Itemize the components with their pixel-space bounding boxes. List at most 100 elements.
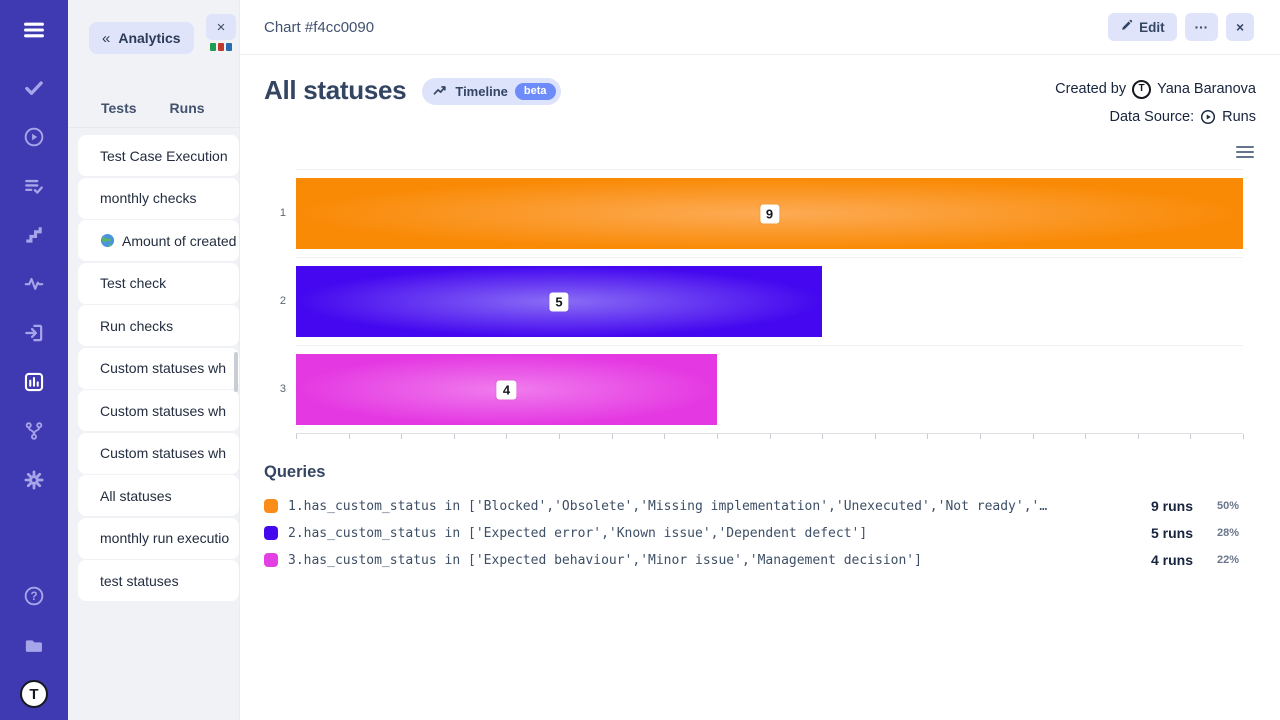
- chart-list-item[interactable]: All statuses: [78, 475, 239, 516]
- axis-tick: [1137, 434, 1139, 439]
- query-rows: 1.has_custom_status in ['Blocked','Obsol…: [264, 498, 1256, 568]
- close-chart-button[interactable]: ×: [1226, 13, 1254, 41]
- axis-tick: [453, 434, 455, 439]
- query-row: 1.has_custom_status in ['Blocked','Obsol…: [264, 498, 1256, 514]
- bar-segment[interactable]: 5: [296, 266, 823, 337]
- axis-tick: [979, 434, 981, 439]
- query-run-count: 4 runs: [1150, 552, 1193, 568]
- query-color-swatch: [264, 499, 278, 513]
- chart-topbar: Chart #f4cc0090 Edit ··· ×: [240, 0, 1280, 55]
- main-area: Chart #f4cc0090 Edit ··· × All statuses …: [240, 0, 1280, 720]
- menu-icon[interactable]: [20, 16, 48, 44]
- chart-list-item-label: All statuses: [100, 487, 172, 504]
- panel-tabs: Tests Runs: [68, 88, 239, 128]
- chart-list-item-label: Custom statuses wh: [100, 402, 227, 419]
- chart-list-item-label: Test Case Execution: [100, 147, 228, 164]
- chart-list-item[interactable]: Custom statuses wh: [78, 390, 239, 431]
- data-source-label: Data Source:: [1109, 109, 1195, 125]
- chart-tab-mini-chart-icon: [210, 43, 232, 51]
- sidebar-icon-group-bottom: ?: [20, 582, 48, 680]
- chart-list-item[interactable]: Test Case Execution: [78, 135, 239, 176]
- tests-icon[interactable]: [20, 74, 48, 102]
- chart-list-item[interactable]: test statuses: [78, 560, 239, 601]
- query-percent: 22%: [1216, 554, 1239, 566]
- bar-value-label: 5: [549, 292, 569, 311]
- axis-tick: [506, 434, 508, 439]
- chart-list-item[interactable]: monthly checks: [78, 177, 239, 219]
- axis-tick: [1190, 434, 1192, 439]
- tab-runs[interactable]: Runs: [169, 99, 205, 116]
- page-title: All statuses: [264, 75, 407, 105]
- chart-track: 9: [296, 169, 1243, 257]
- milestones-icon[interactable]: [20, 221, 48, 249]
- plans-icon[interactable]: [20, 172, 48, 200]
- projects-icon[interactable]: [20, 631, 48, 659]
- query-color-swatch: [264, 526, 278, 540]
- category-label: 1: [279, 207, 286, 219]
- query-row: 3.has_custom_status in ['Expected behavi…: [264, 552, 1256, 568]
- chart-meta: Created by T Yana Baranova Data Source: …: [1055, 75, 1256, 131]
- analytics-icon[interactable]: [20, 368, 48, 396]
- chart-list-item[interactable]: Custom statuses wh: [78, 432, 239, 474]
- panel-scrollbar[interactable]: [234, 352, 238, 392]
- axis-tick: [822, 434, 824, 439]
- pulse-icon[interactable]: [20, 270, 48, 298]
- chart-content: All statuses Timeline beta Created by T …: [240, 55, 1280, 720]
- chart-options-menu-icon[interactable]: [1236, 146, 1254, 158]
- axis-tick: [559, 434, 561, 439]
- bar-segment[interactable]: 4: [296, 354, 717, 425]
- analytics-back-label: Analytics: [118, 30, 181, 46]
- axis-tick: [927, 434, 929, 439]
- svg-text:?: ?: [30, 591, 37, 603]
- app-sidebar: ? T: [0, 0, 68, 720]
- chart-list-item-label: Amount of created: [122, 232, 237, 249]
- chart-list-item-label: monthly run executio: [100, 530, 230, 546]
- topbar-actions: Edit ··· ×: [1108, 13, 1254, 41]
- chart-list-item-label: Custom statuses wh: [100, 360, 227, 376]
- chart-id-title: Chart #f4cc0090: [264, 18, 375, 36]
- axis-tick: [769, 434, 771, 439]
- chart-head-row: All statuses Timeline beta Created by T …: [264, 75, 1256, 131]
- created-by-label: Created by: [1055, 81, 1127, 97]
- import-icon[interactable]: [20, 319, 48, 347]
- chart-list-item[interactable]: Custom statuses wh: [78, 347, 239, 389]
- timeline-toggle-button[interactable]: Timeline beta: [422, 78, 561, 105]
- chart-list-item[interactable]: Amount of created: [78, 220, 239, 261]
- creator-avatar: T: [1132, 79, 1152, 99]
- chart-tab-close-button[interactable]: ×: [206, 14, 236, 40]
- edit-button-label: Edit: [1139, 19, 1165, 35]
- analytics-panel: « Analytics × Tests Runs Test Case Execut…: [68, 0, 240, 720]
- x-axis: [296, 433, 1244, 443]
- chart-list-item[interactable]: monthly run executio: [78, 517, 239, 559]
- chart-list-item[interactable]: Test check: [78, 262, 239, 304]
- app-logo-icon[interactable]: T: [20, 680, 48, 708]
- query-row: 2.has_custom_status in ['Expected error'…: [264, 525, 1256, 541]
- more-options-button[interactable]: ···: [1184, 13, 1219, 41]
- created-by-name: Yana Baranova: [1157, 81, 1256, 97]
- chart-list-item-label: monthly checks: [100, 190, 197, 206]
- query-text: 1.has_custom_status in ['Blocked','Obsol…: [288, 498, 1048, 514]
- bar-value-label: 4: [496, 380, 517, 399]
- axis-tick: [296, 434, 297, 439]
- bar-segment[interactable]: 9: [296, 178, 1243, 249]
- edit-button[interactable]: Edit: [1108, 13, 1177, 41]
- runs-icon[interactable]: [20, 123, 48, 151]
- query-percent: 28%: [1216, 527, 1239, 539]
- settings-icon[interactable]: [20, 466, 48, 494]
- mini-bar-swatch: [218, 43, 224, 51]
- help-icon[interactable]: ?: [20, 582, 48, 610]
- branch-icon[interactable]: [20, 417, 48, 445]
- bar-value-label: 9: [759, 204, 780, 223]
- chart-track: 4: [296, 345, 1243, 433]
- chart-list-item[interactable]: Run checks: [78, 305, 239, 346]
- query-color-swatch: [264, 553, 278, 567]
- analytics-back-button[interactable]: « Analytics: [89, 22, 194, 54]
- query-text: 2.has_custom_status in ['Expected error'…: [288, 525, 868, 541]
- data-source-row: Data Source: Runs: [1055, 103, 1257, 131]
- tab-tests[interactable]: Tests: [101, 99, 137, 116]
- axis-tick: [664, 434, 666, 439]
